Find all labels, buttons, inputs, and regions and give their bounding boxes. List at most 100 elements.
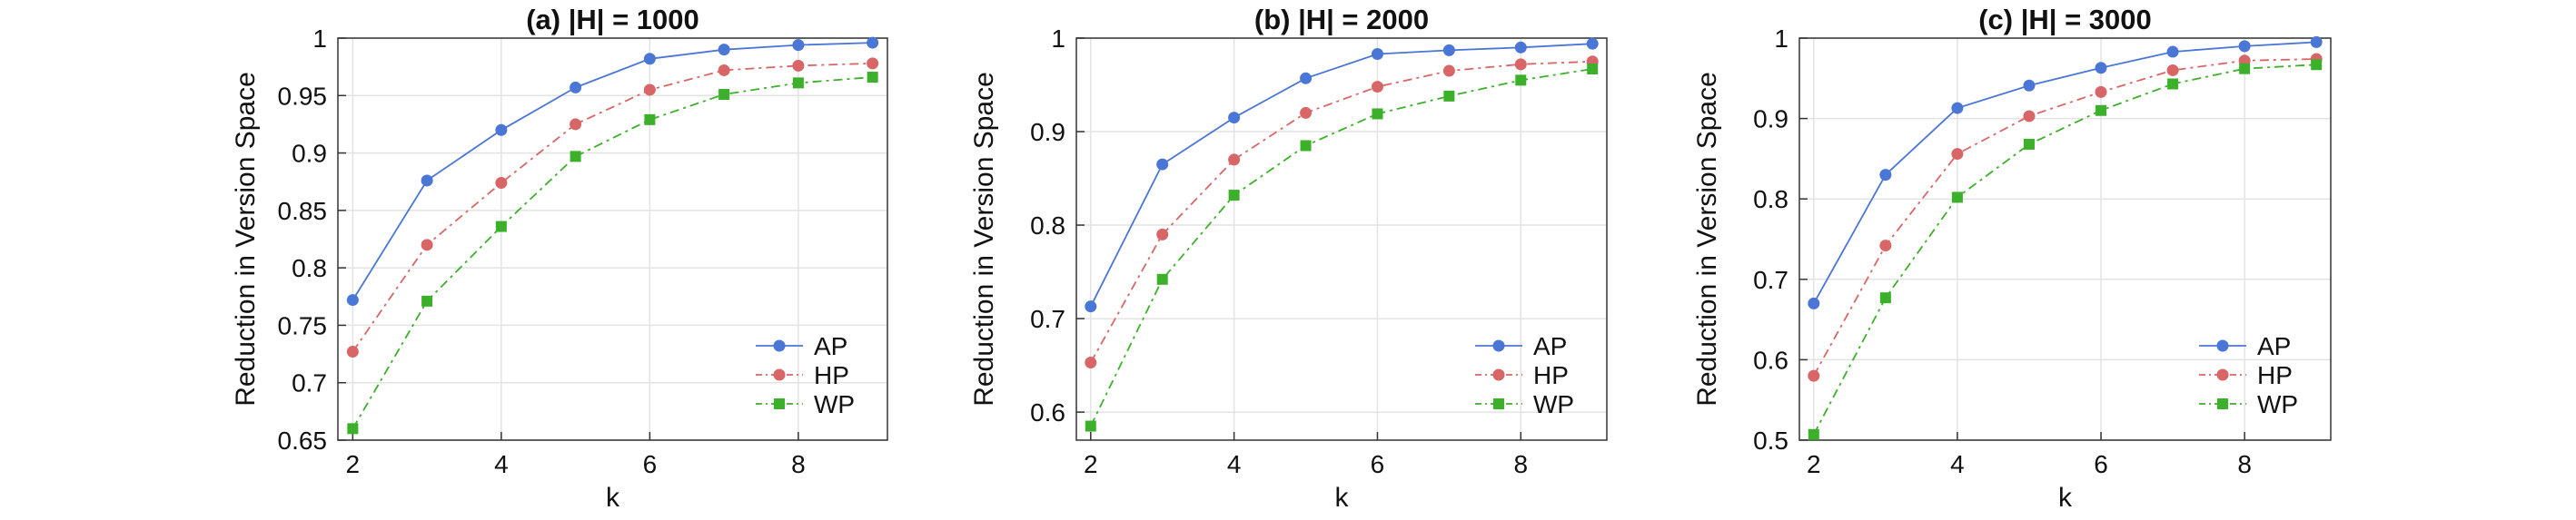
data-point-hp [1300,106,1313,119]
axes-frame [337,37,888,441]
data-point-ap [2166,45,2179,58]
y-tick-label: 1 [1051,25,1065,53]
legend-marker-wp [774,398,785,409]
data-point-ap [1156,158,1169,171]
data-point-ap [718,44,730,56]
data-point-ap [643,53,656,65]
data-point-wp [347,423,359,435]
x-axis-label: k [2058,483,2073,513]
data-point-hp [346,346,359,358]
y-tick-label: 0.6 [1030,398,1065,427]
data-point-ap [421,174,433,187]
series-line-wp [1089,68,1593,427]
data-point-ap [2310,35,2323,48]
x-axis-label: k [1335,483,1350,513]
data-point-ap [1085,300,1097,313]
data-point-wp [792,77,804,89]
data-point-wp [1443,90,1455,102]
y-tick-label: 0.85 [278,197,328,225]
y-tick-label: 0.9 [292,140,327,168]
legend-label-hp: HP [2257,361,2293,389]
data-point-wp [1228,190,1240,201]
y-axis-label: Reduction in Version Space [231,72,261,407]
x-tick-label: 4 [1950,450,1965,478]
y-tick-label: 0.8 [292,254,327,282]
legend-marker-wp [1493,398,1504,409]
data-point-hp [1228,153,1241,166]
y-axis-label: Reduction in Version Space [1692,72,1722,407]
data-point-wp [1879,292,1891,304]
data-point-wp [2095,104,2107,116]
x-tick-label: 4 [1227,450,1242,478]
data-point-ap [495,123,508,136]
y-tick-label: 0.95 [278,82,328,110]
data-point-wp [1156,273,1168,285]
legend-label-ap: AP [1533,332,1567,360]
x-tick-label: 2 [1084,450,1098,478]
data-point-wp [2311,59,2323,71]
x-tick-label: 6 [643,450,658,478]
data-point-ap [1300,72,1313,84]
x-tick-label: 6 [1371,450,1385,478]
legend-label-wp: WP [1533,390,1574,418]
legend-marker-ap [2216,339,2229,352]
legend-label-hp: HP [1533,361,1569,389]
data-point-hp [867,57,879,70]
series-line-ap [1089,43,1593,308]
data-point-hp [421,239,433,251]
legend-label-hp: HP [814,361,849,389]
data-point-wp [2167,78,2179,90]
data-point-hp [495,176,508,189]
axes-frame [1075,37,1608,441]
data-point-ap [570,81,582,93]
data-point-ap [1228,112,1241,124]
data-point-ap [1371,48,1383,61]
data-point-hp [570,118,582,131]
legend-marker-wp [2217,398,2228,409]
y-tick-label: 1 [1774,25,1788,53]
x-tick-label: 8 [1514,450,1529,478]
data-point-hp [1951,148,1964,161]
legend-marker-hp [2216,368,2229,381]
legend-label-wp: WP [2257,390,2298,418]
y-tick-label: 0.8 [1753,185,1788,213]
y-tick-label: 0.6 [1753,346,1788,374]
data-point-wp [495,221,507,232]
legend-label-wp: WP [814,390,855,418]
chart-title: (c) |H| = 3000 [1978,4,2152,35]
data-point-ap [1951,102,1964,114]
data-point-hp [1808,369,1820,382]
data-point-wp [1951,191,1963,203]
series-line-ap [352,42,873,301]
data-point-ap [2095,62,2107,74]
series-line-ap [1813,41,2317,304]
data-point-hp [1156,228,1169,240]
legend-marker-ap [773,339,786,352]
y-tick-label: 0.5 [1753,427,1788,455]
data-point-wp [570,151,581,162]
data-point-ap [1879,169,1892,182]
axes-frame [1798,37,2332,441]
data-point-hp [1442,64,1455,77]
series-line-wp [1813,64,2317,436]
data-point-wp [1085,420,1096,432]
y-tick-label: 0.65 [278,427,328,455]
data-point-ap [2238,40,2251,53]
series-line-hp [1090,60,1593,363]
data-point-hp [1879,240,1892,252]
y-tick-label: 0.9 [1030,118,1065,146]
data-point-wp [1808,428,1819,440]
data-point-wp [421,295,433,307]
plot-area [1799,38,2331,440]
y-tick-label: 0.7 [292,369,327,397]
chart-title: (a) |H| = 1000 [526,4,699,35]
x-tick-label: 4 [494,450,509,478]
series-line-hp [352,62,873,353]
y-axis-label: Reduction in Version Space [969,72,999,407]
data-point-wp [1372,108,1383,120]
series-line-hp [1813,58,2317,377]
